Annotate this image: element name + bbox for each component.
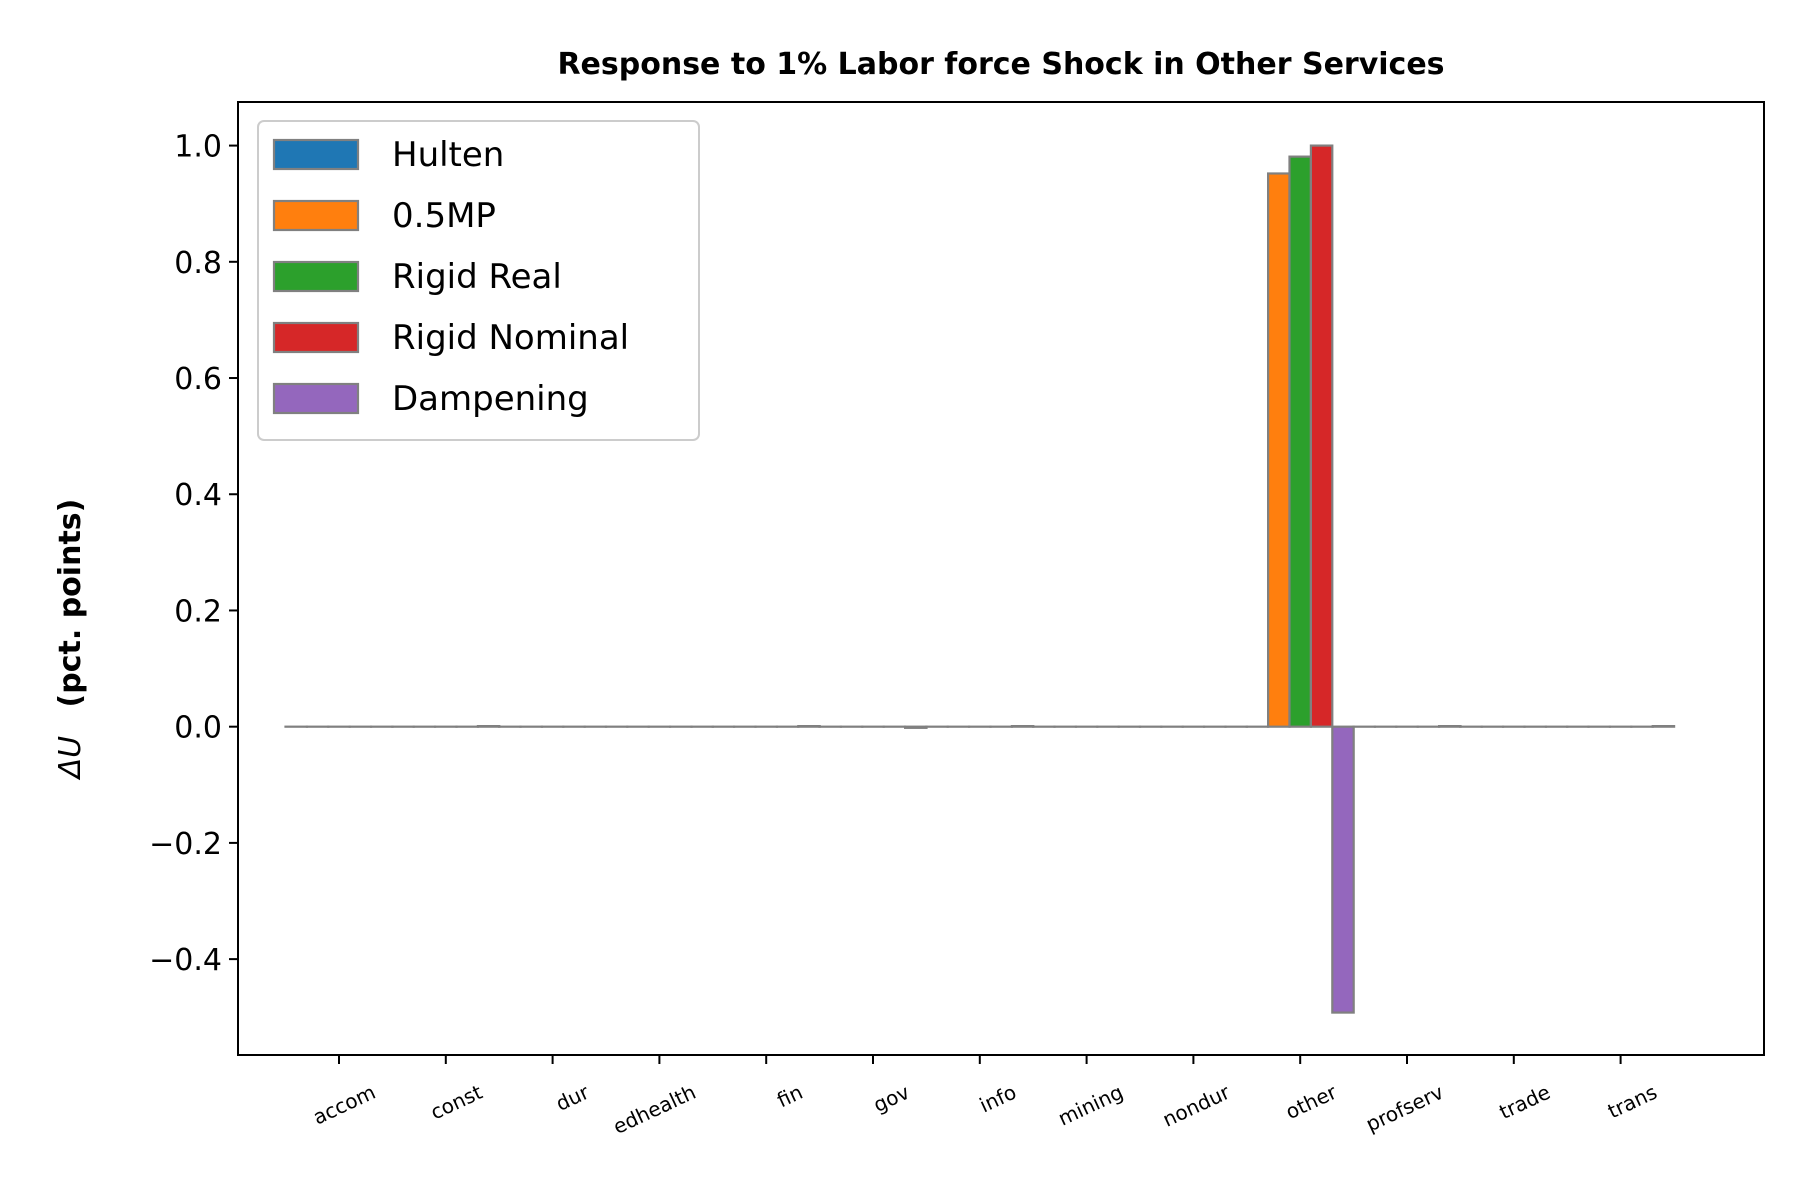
bar-gov-dampening <box>905 727 926 728</box>
bar-other-rigid-nominal <box>1311 146 1332 727</box>
y-axis: −0.4 −0.2 0.0 0.2 0.4 0.6 0.8 1.0 <box>149 130 238 979</box>
bar-other-0-5mp <box>1268 173 1289 726</box>
x-tick-label-dur: dur <box>552 1079 593 1115</box>
y-tick-label: 0.2 <box>174 594 222 629</box>
x-tick-label-gov: gov <box>870 1080 914 1117</box>
x-axis: accom const dur edhealth fin gov info mining non… <box>309 1055 1661 1139</box>
y-axis-label-symbol: ΔU <box>53 736 88 781</box>
legend-swatch <box>274 384 358 413</box>
y-axis-label: ΔU (pct. points) <box>53 499 88 781</box>
y-tick-label: 1.0 <box>174 130 222 165</box>
x-tick-label-accom: accom <box>309 1080 379 1130</box>
x-tick-label-info: info <box>976 1080 1020 1118</box>
chart-title: Response to 1% Labor force Shock in Othe… <box>557 47 1444 82</box>
x-tick-label-nondur: nondur <box>1159 1079 1234 1131</box>
legend-label: 0.5MP <box>392 196 496 236</box>
x-tick-label-mining: mining <box>1054 1080 1126 1131</box>
y-tick-label: 0.4 <box>174 478 222 513</box>
bar-fin-dampening <box>798 726 819 727</box>
bar-profserv-dampening <box>1439 726 1460 727</box>
legend-label: Rigid Nominal <box>392 318 629 358</box>
x-tick-label-edhealth: edhealth <box>609 1080 699 1139</box>
legend-label: Hulten <box>392 135 504 175</box>
bar-info-dampening <box>1012 726 1033 727</box>
legend-label: Rigid Real <box>392 257 562 297</box>
legend: Hulten 0.5MP Rigid Real Rigid Nominal Dampen… <box>258 121 699 440</box>
y-axis-label-unit: (pct. points) <box>53 499 88 708</box>
legend-swatch <box>274 140 358 169</box>
y-tick-label: 0.6 <box>174 362 222 397</box>
legend-label: Dampening <box>392 379 589 419</box>
bar-other-dampening <box>1332 727 1353 1013</box>
bar-const-dampening <box>478 726 499 727</box>
bar-trans-dampening <box>1653 726 1674 727</box>
x-tick-label-other: other <box>1282 1079 1341 1124</box>
legend-swatch <box>274 262 358 291</box>
legend-swatch <box>274 201 358 230</box>
y-tick-label: 0.0 <box>174 711 222 746</box>
bar-other-rigid-real <box>1290 157 1311 727</box>
y-tick-label: −0.4 <box>149 943 222 978</box>
x-tick-label-fin: fin <box>773 1080 806 1112</box>
x-tick-label-trade: trade <box>1495 1080 1553 1124</box>
x-tick-label-const: const <box>427 1080 486 1125</box>
x-tick-label-profserv: profserv <box>1362 1080 1447 1137</box>
y-tick-label: −0.2 <box>149 827 222 862</box>
x-tick-label-trans: trans <box>1604 1080 1661 1123</box>
legend-swatch <box>274 323 358 352</box>
y-tick-label: 0.8 <box>174 246 222 281</box>
